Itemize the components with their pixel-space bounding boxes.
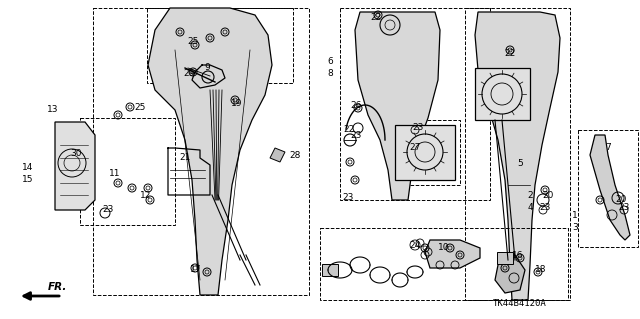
Text: 8: 8	[327, 69, 333, 78]
Text: 22: 22	[504, 48, 516, 57]
Text: 23: 23	[618, 203, 630, 211]
Polygon shape	[55, 122, 95, 210]
Polygon shape	[270, 148, 285, 162]
Text: 29: 29	[183, 70, 195, 78]
Text: 24: 24	[410, 241, 420, 249]
Text: 4: 4	[527, 204, 533, 212]
Polygon shape	[475, 68, 530, 120]
Text: FR.: FR.	[48, 282, 67, 292]
Polygon shape	[425, 240, 480, 268]
Text: 23: 23	[102, 205, 114, 214]
Text: 15: 15	[22, 174, 34, 183]
Text: 25: 25	[188, 38, 198, 47]
Text: 17: 17	[190, 265, 202, 275]
Text: 21: 21	[179, 153, 191, 162]
Text: 20: 20	[542, 190, 554, 199]
Text: 23: 23	[540, 203, 550, 211]
Polygon shape	[590, 135, 630, 240]
Text: 5: 5	[517, 159, 523, 167]
Text: 28: 28	[289, 151, 301, 160]
Text: 6: 6	[327, 57, 333, 66]
Polygon shape	[497, 252, 513, 264]
Text: 10: 10	[438, 243, 450, 253]
Text: 30: 30	[70, 149, 82, 158]
Polygon shape	[322, 264, 338, 276]
Text: 26: 26	[350, 101, 362, 110]
Text: 25: 25	[134, 102, 146, 112]
Text: 22: 22	[344, 125, 355, 135]
Text: 13: 13	[47, 106, 59, 115]
Text: 1: 1	[572, 211, 578, 219]
Text: 3: 3	[572, 224, 578, 233]
Text: 27: 27	[410, 144, 420, 152]
Text: TK44B4120A: TK44B4120A	[493, 299, 547, 308]
Polygon shape	[148, 8, 272, 295]
Text: 14: 14	[22, 162, 34, 172]
Text: 11: 11	[109, 168, 121, 177]
Polygon shape	[495, 255, 525, 293]
Text: 9: 9	[204, 63, 210, 72]
Text: 2: 2	[527, 190, 533, 199]
Polygon shape	[355, 12, 440, 200]
Polygon shape	[395, 125, 455, 180]
Text: 22: 22	[371, 13, 381, 23]
Text: 16: 16	[512, 251, 524, 261]
Text: 23: 23	[342, 192, 354, 202]
Text: 12: 12	[140, 191, 152, 201]
Text: 23: 23	[350, 130, 362, 139]
Text: 7: 7	[605, 144, 611, 152]
Text: 18: 18	[535, 265, 547, 275]
Text: 20: 20	[615, 196, 627, 204]
Polygon shape	[475, 12, 560, 300]
Text: 19: 19	[231, 99, 243, 108]
Text: 23: 23	[412, 123, 424, 132]
